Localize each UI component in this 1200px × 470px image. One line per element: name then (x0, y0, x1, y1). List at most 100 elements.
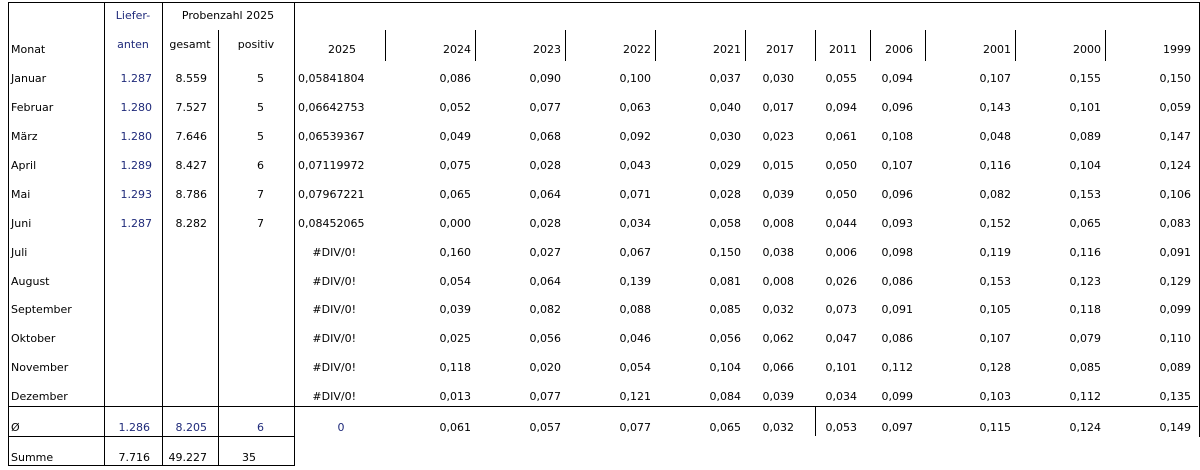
row-lieferanten-value: 1.289 (120, 159, 153, 172)
average-year-value: 0,149 (1159, 421, 1192, 434)
sum-lieferanten-value: 7.716 (118, 451, 151, 464)
row-year-value: 0,028 (529, 217, 562, 230)
row-year-value: 0,123 (1069, 275, 1102, 288)
sum-gesamt-value: 49.227 (168, 451, 208, 464)
row-year-value: 0,082 (529, 303, 562, 316)
row-year-value: 0,054 (439, 275, 472, 288)
row-year-value: 0,124 (1159, 159, 1192, 172)
row-year-value: 0,066 (762, 361, 795, 374)
row-year-value: 0,153 (979, 275, 1012, 288)
row-lieferanten-value: 1.287 (120, 72, 153, 85)
average-year-value: 0,124 (1069, 421, 1102, 434)
row-year-value: 0,094 (825, 101, 858, 114)
row-gesamt-value (162, 270, 207, 294)
row-year-value: 0,008 (762, 275, 795, 288)
row-year-value: 0,049 (439, 130, 472, 143)
row-year-value: 0,071 (619, 188, 652, 201)
row-year-value: 0,082 (979, 188, 1012, 201)
row-positiv-value: 7 (257, 188, 264, 201)
row-year-value: 0,112 (881, 361, 914, 374)
grid-top-line (8, 2, 1200, 3)
row-month-label: November (11, 361, 69, 374)
header-year-label: 2025 (328, 43, 356, 56)
header-gesamt-label: gesamt (169, 38, 211, 51)
row-year-value: 0,06642753 (298, 101, 365, 114)
row-year-value: 0,034 (825, 390, 858, 403)
average-year-value: 0,053 (825, 421, 858, 434)
row-year-value: 0,047 (825, 332, 858, 345)
row-year-value: 0,085 (1069, 361, 1102, 374)
row-year-value: 0,07967221 (298, 188, 365, 201)
row-month-label: Oktober (11, 332, 56, 345)
row-year-value: 0,052 (439, 101, 472, 114)
row-lieferanten-value: 1.280 (120, 101, 153, 114)
row-year-value: 0,067 (619, 246, 652, 259)
row-year-value: 0,106 (1159, 188, 1192, 201)
grid-vline-values (294, 2, 295, 466)
row-year-value: 0,000 (439, 217, 472, 230)
row-year-value: 0,091 (881, 303, 914, 316)
row-year-value: 0,093 (881, 217, 914, 230)
row-year-value: 0,104 (1069, 159, 1102, 172)
average-year-value: 0,065 (709, 421, 742, 434)
row-lieferanten-value (104, 241, 152, 265)
row-positiv-value: 6 (257, 159, 264, 172)
header-year-label: 2017 (766, 43, 794, 56)
header-year-label: 2001 (983, 43, 1011, 56)
row-year-value: 0,112 (1069, 390, 1102, 403)
average-year-value: 0,077 (619, 421, 652, 434)
average-positiv-value: 6 (257, 421, 264, 434)
row-year-value: 0,086 (439, 72, 472, 85)
row-gesamt-value (162, 385, 207, 409)
row-year-value: 0,037 (709, 72, 742, 85)
row-year-value: 0,050 (825, 188, 858, 201)
average-year-value: 0 (337, 421, 345, 434)
row-year-value: 0,025 (439, 332, 472, 345)
row-year-value: 0,056 (709, 332, 742, 345)
grid-summary-line (8, 406, 1198, 407)
row-year-value: 0,098 (881, 246, 914, 259)
row-year-value: 0,068 (529, 130, 562, 143)
grid-vline-probenzahl (162, 2, 163, 466)
average-year-value: 0,032 (762, 421, 795, 434)
row-year-value: 0,101 (1069, 101, 1102, 114)
row-year-value: 0,055 (825, 72, 858, 85)
row-year-value: 0,107 (881, 159, 914, 172)
row-year-value: 0,013 (439, 390, 472, 403)
row-year-value: 0,099 (1159, 303, 1192, 316)
grid-year-divider-0 (385, 30, 386, 61)
header-year-label: 1999 (1163, 43, 1191, 56)
row-year-value: 0,059 (1159, 101, 1192, 114)
row-year-value: 0,081 (709, 275, 742, 288)
grid-year-divider-8 (1015, 30, 1016, 61)
row-lieferanten-value (104, 356, 152, 380)
row-year-value: 0,092 (619, 130, 652, 143)
row-year-value: 0,06539367 (298, 130, 365, 143)
grid-year-divider-1 (475, 30, 476, 61)
grid-avg-divider (815, 406, 816, 436)
row-year-value: 0,065 (439, 188, 472, 201)
average-row-label: Ø (11, 421, 20, 434)
row-lieferanten-value (104, 327, 152, 351)
row-month-label: Februar (11, 101, 54, 114)
grid-year-divider-5 (815, 30, 816, 61)
row-year-value: 0,029 (709, 159, 742, 172)
row-year-value: 0,086 (881, 332, 914, 345)
row-year-value: 0,048 (979, 130, 1012, 143)
row-year-value: 0,139 (619, 275, 652, 288)
row-year-value: 0,103 (979, 390, 1012, 403)
row-month-label: Dezember (11, 390, 68, 403)
row-positiv-value: 5 (257, 101, 264, 114)
row-year-value: 0,028 (709, 188, 742, 201)
row-year-value: 0,077 (529, 101, 562, 114)
header-positiv-label: positiv (237, 38, 275, 51)
row-year-value: 0,054 (619, 361, 652, 374)
grid-year-divider-7 (925, 30, 926, 61)
average-gesamt-value: 8.205 (175, 421, 208, 434)
row-lieferanten-value (104, 385, 152, 409)
row-year-value: 0,099 (881, 390, 914, 403)
header-year-label: 2006 (885, 43, 913, 56)
row-year-value: 0,085 (709, 303, 742, 316)
row-year-value: 0,039 (762, 188, 795, 201)
grid-year-divider-4 (745, 30, 746, 61)
